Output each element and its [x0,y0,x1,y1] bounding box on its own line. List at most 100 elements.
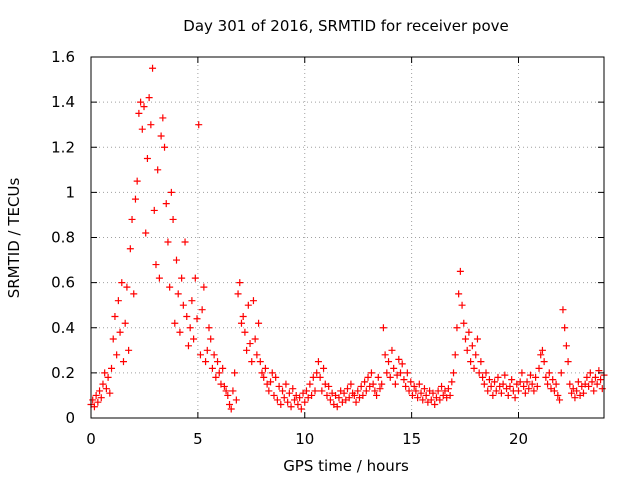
data-point [335,394,343,402]
data-point [347,380,355,388]
data-point [208,364,216,372]
data-point [378,380,386,388]
data-point [210,351,218,359]
data-point [412,387,420,395]
data-point [511,394,519,402]
data-point [123,283,131,291]
data-point [542,373,550,381]
data-point [479,373,487,381]
data-point [410,382,418,390]
data-point [556,396,564,404]
data-point [397,369,405,377]
data-point [407,378,415,386]
data-point [150,206,158,214]
data-point [193,315,201,323]
data-point [316,373,324,381]
data-point [294,400,302,408]
data-point [142,229,150,237]
data-point [121,319,129,327]
data-point [258,369,266,377]
data-point [126,245,134,253]
data-point [361,378,369,386]
y-tick-label: 0.4 [51,319,75,337]
data-point [111,312,119,320]
data-point [133,177,141,185]
y-tick-label: 1 [65,183,75,201]
data-point [181,238,189,246]
data-point [568,389,576,397]
data-point [212,373,220,381]
data-point [540,358,548,366]
data-point [451,351,459,359]
data-point [434,387,442,395]
data-point [320,364,328,372]
data-point [408,391,416,399]
data-point [359,391,367,399]
data-point [179,301,187,309]
data-point [188,297,196,305]
data-point [89,396,97,404]
data-point [186,324,194,332]
data-point [113,351,121,359]
data-point [195,121,203,129]
data-point [468,342,476,350]
data-point [515,387,522,395]
data-point [202,358,210,366]
data-point [579,389,587,397]
data-point [597,376,605,384]
data-point [277,400,285,408]
data-point [232,396,240,404]
data-point [557,369,565,377]
data-point [333,403,341,411]
y-tick-label: 0.2 [51,364,75,382]
data-point [390,364,398,372]
data-point [463,346,471,354]
data-point [506,382,514,390]
data-point [155,274,163,282]
data-point [494,373,502,381]
data-point [374,373,382,381]
data-point [275,382,283,390]
data-point [267,378,275,386]
data-point [214,358,222,366]
y-tick-label: 0.6 [51,274,75,292]
data-point [272,373,280,381]
data-point [241,328,249,336]
data-point [475,369,483,377]
data-point [114,297,122,305]
data-point [323,391,331,399]
data-point [224,391,232,399]
data-point [125,346,133,354]
data-point [116,328,124,336]
data-point [239,312,247,320]
data-point [550,387,558,395]
data-point [249,297,257,305]
data-point [318,387,326,395]
data-point [467,358,475,366]
data-point [205,324,213,332]
data-point [219,364,227,372]
data-point [200,283,208,291]
data-point [237,319,245,327]
data-point [157,132,165,140]
data-point [108,364,116,372]
data-point [215,369,223,377]
data-point [173,256,180,264]
data-point [159,114,167,122]
data-point [340,389,348,397]
data-point [585,382,593,390]
data-point [472,351,480,359]
data-point [229,387,237,395]
data-point [140,103,148,111]
data-point [453,324,461,332]
data-point [198,306,206,314]
y-axis-label: SRMTID / TECUs [5,178,23,299]
data-point [369,380,377,388]
data-point [470,364,478,372]
data-point [273,396,281,404]
data-point [256,358,264,366]
data-point [261,364,269,372]
y-tick-label: 1.6 [51,48,75,66]
data-point [362,387,370,395]
